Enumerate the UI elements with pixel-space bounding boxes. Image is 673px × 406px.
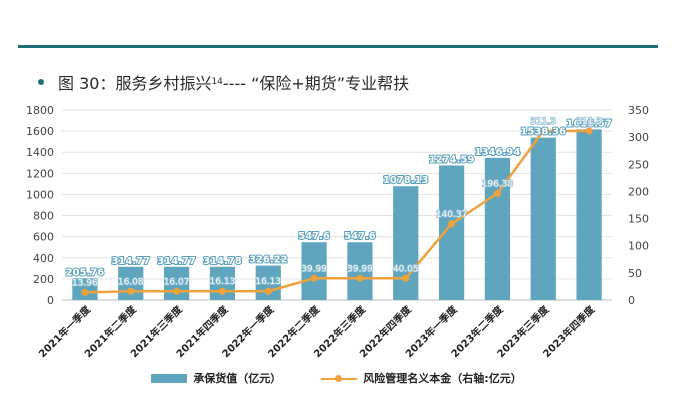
bar-value-label: 314.78 bbox=[203, 256, 242, 267]
line-point bbox=[356, 274, 364, 282]
bar-value-label: 205.76 bbox=[66, 267, 105, 278]
line-point bbox=[310, 274, 318, 282]
bar-value-label: 547.6 bbox=[298, 231, 330, 242]
bar-value-label: 547.6 bbox=[344, 231, 376, 242]
combo-chart: 0 200 400 600 800 1000 1200 1400 1600 1800 0 50 100 1… bbox=[26, 104, 649, 360]
y-right-tick-label: 350 bbox=[628, 104, 649, 117]
title-suffix: ---- “保险+期货”专业帮扶 bbox=[222, 74, 410, 93]
title-footnote: 14 bbox=[211, 77, 223, 87]
bar bbox=[347, 242, 373, 300]
line-point bbox=[402, 274, 410, 282]
y-left-tick-label: 1400 bbox=[26, 146, 54, 159]
line-point bbox=[264, 287, 272, 295]
y-left-tick-label: 1000 bbox=[26, 188, 54, 201]
line-point bbox=[448, 220, 456, 228]
line-point bbox=[127, 287, 135, 295]
y-left-tick-label: 200 bbox=[33, 273, 54, 286]
line-point bbox=[218, 287, 226, 295]
line-point bbox=[81, 288, 89, 296]
bar-value-label: 314.77 bbox=[111, 256, 150, 267]
line-series bbox=[84, 129, 590, 294]
bar-value-label: 1346.94 bbox=[475, 147, 521, 158]
y-left-tick-label: 400 bbox=[33, 252, 54, 265]
bar-value-label: 1274.59 bbox=[429, 154, 475, 165]
bar-value-label: 1538.36 bbox=[520, 127, 566, 138]
line-value-label: 140.37 bbox=[436, 210, 468, 220]
bar bbox=[301, 242, 327, 300]
y-left-tick-label: 0 bbox=[47, 294, 54, 307]
bar bbox=[393, 186, 419, 300]
line-value-label: 39.99 bbox=[347, 264, 373, 274]
y-left-tick-label: 1600 bbox=[26, 125, 54, 138]
title-prefix: 图 30：服务乡村振兴 bbox=[58, 74, 212, 93]
legend-item-line: 风险管理名义本金（右轴:亿元） bbox=[321, 370, 522, 386]
header-divider bbox=[18, 45, 658, 48]
chart-legend: 承保货值（亿元） 风险管理名义本金（右轴:亿元） bbox=[0, 370, 673, 386]
y-right-tick-label: 200 bbox=[628, 185, 649, 198]
y-left-tick-label: 800 bbox=[33, 210, 54, 223]
bar-value-label: 1078.13 bbox=[383, 175, 429, 186]
y-right-tick-label: 0 bbox=[628, 294, 635, 307]
legend-line-swatch bbox=[321, 374, 358, 383]
line-value-label: 13.96 bbox=[72, 278, 98, 288]
y-left-tick-label: 1200 bbox=[26, 167, 54, 180]
line-value-label: 39.99 bbox=[301, 264, 327, 274]
y-left-tick-label: 600 bbox=[33, 231, 54, 244]
y-right-tick-label: 150 bbox=[628, 213, 649, 226]
y-right-tick-label: 300 bbox=[628, 131, 649, 144]
y-left-tick-label: 1800 bbox=[26, 104, 54, 117]
line-value-label: 196.38 bbox=[482, 179, 514, 189]
line-point bbox=[173, 287, 181, 295]
bar bbox=[576, 129, 602, 300]
bar-value-label: 314.77 bbox=[157, 256, 196, 267]
line-value-label: 40.05 bbox=[393, 264, 419, 274]
y-right-tick-label: 100 bbox=[628, 240, 649, 253]
bullet-icon bbox=[38, 79, 44, 85]
figure-title: 图 30：服务乡村振兴 14 ---- “保险+期货”专业帮扶 bbox=[38, 70, 409, 94]
line-point bbox=[585, 127, 593, 135]
line-point bbox=[493, 189, 501, 197]
bar-value-label: 326.22 bbox=[249, 255, 288, 266]
bar-value-label: 1616.57 bbox=[566, 118, 612, 129]
bar bbox=[530, 137, 556, 300]
line-value-label: 16.07 bbox=[164, 277, 190, 287]
line-value-label: 16.13 bbox=[210, 277, 236, 287]
line-value-label: 311.3 bbox=[530, 117, 556, 127]
y-right-tick-label: 50 bbox=[628, 267, 642, 280]
legend-bar-swatch bbox=[151, 373, 188, 383]
line-point bbox=[539, 127, 547, 135]
line-value-label: 16.08 bbox=[118, 277, 144, 287]
legend-bar-label: 承保货值（亿元） bbox=[193, 372, 282, 385]
y-right-tick-label: 250 bbox=[628, 158, 649, 171]
line-value-label: 16.13 bbox=[255, 277, 281, 287]
line-value-label: 311.3 bbox=[576, 117, 602, 127]
legend-line-label: 风险管理名义本金（右轴:亿元） bbox=[363, 372, 522, 385]
legend-item-bar: 承保货值（亿元） bbox=[151, 370, 281, 386]
